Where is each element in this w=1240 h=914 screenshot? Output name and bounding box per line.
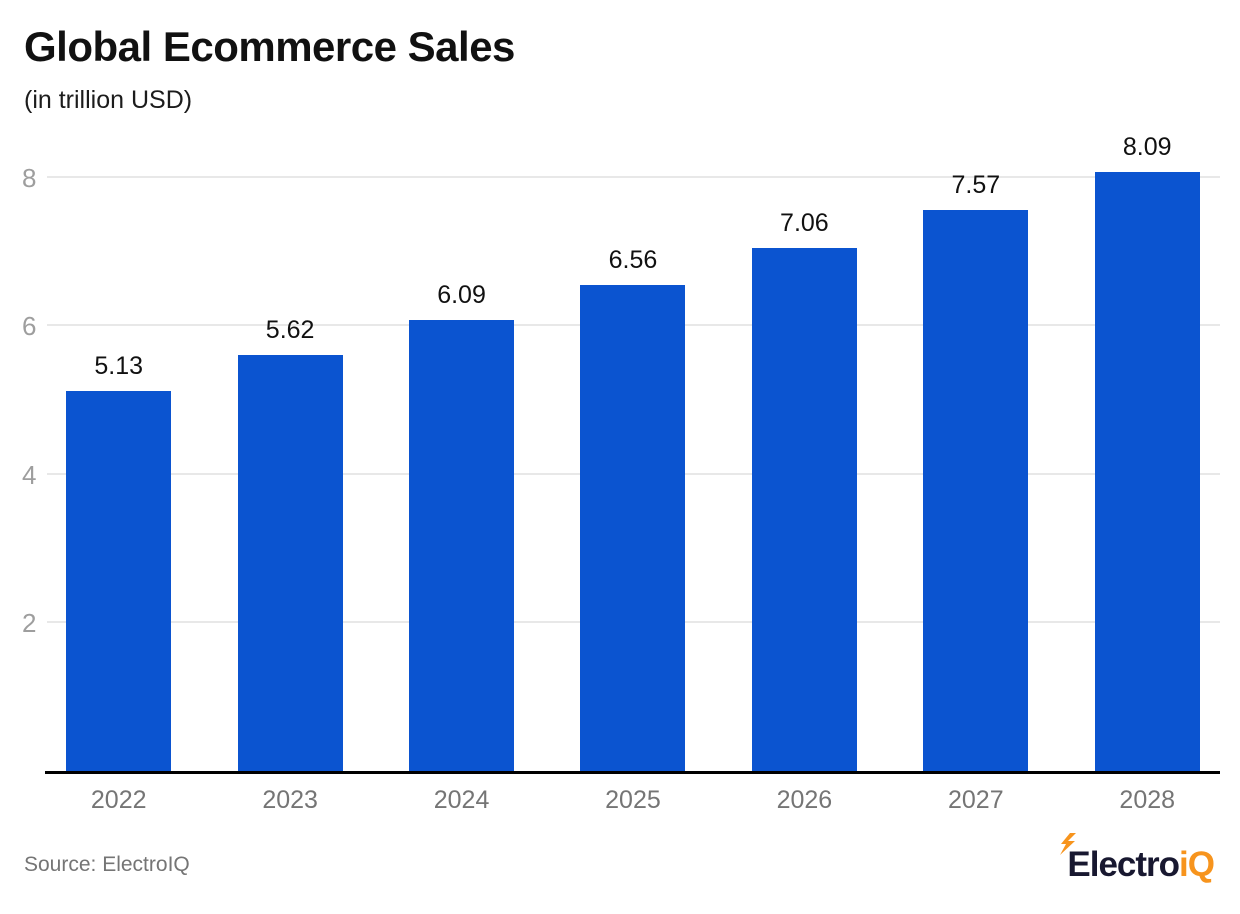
- x-axis-tick-label: 2027: [948, 786, 1004, 815]
- x-axis-tick-label: 2028: [1119, 786, 1176, 815]
- bar-value-label: 5.13: [94, 351, 144, 380]
- y-axis-tick-label: 4: [22, 459, 37, 490]
- bar-slot: 6.09: [376, 141, 547, 772]
- bars: 5.13 5.62 6.09 6.56 7.06 7.57 8.09: [33, 133, 1233, 772]
- chart-header: Global Ecommerce Sales (in trillion USD): [0, 0, 1240, 115]
- x-axis-line: [45, 771, 1220, 775]
- bar-value-label: 8.09: [1122, 132, 1172, 161]
- x-axis-tick-label: 2022: [90, 786, 147, 815]
- x-axis-tick-label: 2024: [433, 786, 490, 815]
- x-axis-tick-label: 2025: [605, 786, 661, 815]
- bar-slot: 5.13: [33, 141, 204, 772]
- bar-value-label: 5.62: [265, 315, 315, 344]
- gridline: [47, 176, 1220, 179]
- bar-value-label: 7.06: [780, 208, 829, 237]
- bar-2023: 5.62: [237, 316, 343, 772]
- logo-text-iq: iQ: [1179, 845, 1215, 885]
- bar-slot: 5.62: [204, 141, 375, 772]
- chart-title: Global Ecommerce Sales: [24, 23, 515, 70]
- x-axis-tick-label: 2023: [262, 786, 318, 815]
- y-axis-tick-label: 2: [22, 607, 37, 638]
- bar-slot: 7.06: [719, 141, 890, 772]
- chart-footer: Source: ElectroIQ ElectroiQ: [0, 833, 1240, 885]
- bar-2022: 5.13: [66, 352, 172, 772]
- y-axis-tick-label: 8: [22, 163, 37, 194]
- chart-area: 2 4 6 8 5.13 5.62 6.09 6.56 7.06 7.57 8.09: [0, 133, 1240, 772]
- electroiq-logo: ElectroiQ: [1057, 833, 1215, 885]
- bar-2028: 8.09: [1094, 133, 1200, 772]
- bar-2025: 6.56: [580, 246, 686, 772]
- logo-text-electro: Electro: [1067, 845, 1180, 885]
- x-axis-tick-label: 2026: [776, 786, 833, 815]
- source-attribution: Source: ElectroIQ: [24, 853, 190, 877]
- bar-slot: 8.09: [1062, 133, 1233, 772]
- bar-slot: 7.57: [890, 141, 1061, 772]
- bar-value-label: 6.09: [437, 280, 486, 309]
- x-axis-labels: 2022 2023 2024 2025 2026 2027 2028: [33, 786, 1233, 815]
- y-axis-tick-label: 6: [22, 311, 37, 342]
- bar-value-label: 7.57: [951, 171, 1001, 200]
- chart-subtitle: (in trillion USD): [24, 86, 193, 115]
- bar-value-label: 6.56: [608, 245, 658, 274]
- lightning-bolt-icon: [1060, 833, 1077, 856]
- bar-2027: 7.57: [923, 171, 1029, 772]
- bar-2026: 7.06: [751, 209, 857, 772]
- bar-2024: 6.09: [409, 281, 515, 772]
- bar-slot: 6.56: [547, 141, 718, 772]
